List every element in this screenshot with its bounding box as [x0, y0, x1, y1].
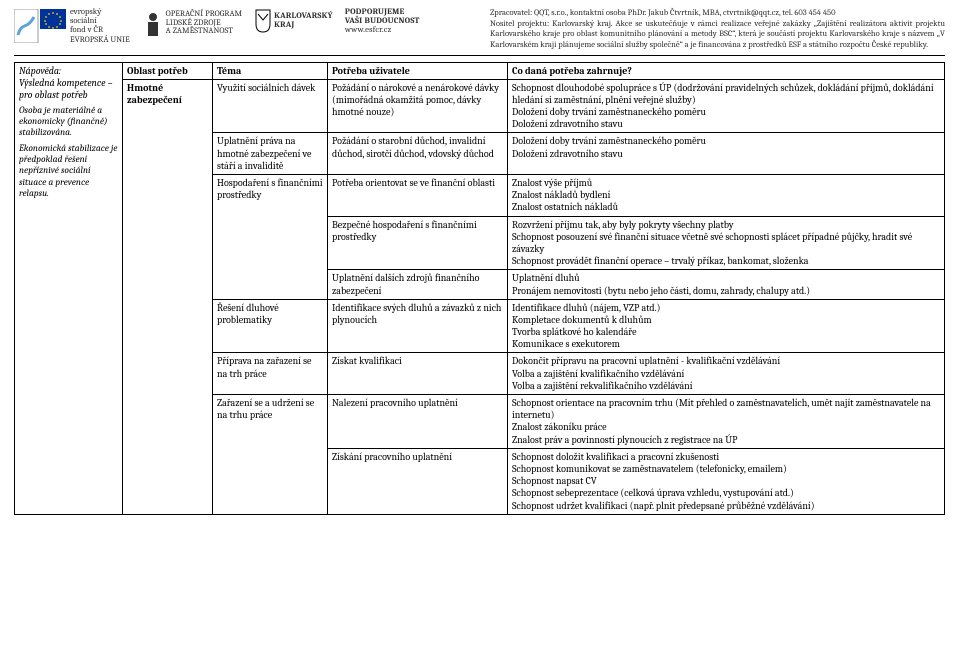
op-lzz-icon	[142, 8, 164, 38]
cell-tema: Využití sociálních dávek	[213, 79, 328, 133]
table-row: Hospodaření s finančními prostředkyPotře…	[123, 175, 945, 217]
cell-potreba: Získat kvalifikaci	[328, 353, 508, 395]
help-title-1: Nápověda:	[19, 65, 118, 77]
cell-potreba: Nalezení pracovního uplatnění	[328, 395, 508, 449]
table-row: Zařazení se a udržení se na trhu práceNa…	[123, 395, 945, 449]
eu-text: EVROPSKÁ UNIE	[70, 36, 130, 45]
needs-table: Oblast potřeb Téma Potřeba uživatele Co …	[122, 62, 945, 515]
page-header: evropský sociální fond v ČR EVROPSKÁ UNI…	[14, 8, 945, 56]
cell-tema: Řešení dluhové problematiky	[213, 299, 328, 353]
help-para-1: Osoba je materiálně a ekonomicky (finanč…	[19, 105, 118, 139]
esf-eu-flag-icon	[14, 9, 66, 43]
op-lzz-logo: OPERAČNÍ PROGRAM LIDSKÉ ZDROJE A ZAMĚSTN…	[142, 8, 242, 38]
col-oblast: Oblast potřeb	[123, 62, 213, 79]
col-potreba: Potřeba uživatele	[328, 62, 508, 79]
cell-zahrnuje: Dokončit přípravu na pracovní uplatnění …	[508, 353, 945, 395]
cell-potreba: Požádání o nárokové a nenárokové dávky (…	[328, 79, 508, 133]
cell-tema: Příprava na zařazení se na trh práce	[213, 353, 328, 395]
col-tema: Téma	[213, 62, 328, 79]
cell-zahrnuje: Schopnost doložit kvalifikaci a pracovní…	[508, 448, 945, 514]
cell-potreba: Bezpečné hospodaření s finančními prostř…	[328, 216, 508, 270]
sup-text-3: www.esfcr.cz	[345, 26, 420, 35]
cell-potreba: Identifikace svých dluhů a závazků z nic…	[328, 299, 508, 353]
help-sidebar: Nápověda: Výsledná kompetence – pro obla…	[14, 62, 122, 515]
table-header-row: Oblast potřeb Téma Potřeba uživatele Co …	[123, 62, 945, 79]
cell-tema: Hospodaření s finančními prostředky	[213, 175, 328, 300]
col-zahr: Co daná potřeba zahrnuje?	[508, 62, 945, 79]
support-logo: PODPORUJEME VAŠI BUDOUCNOST www.esfcr.cz	[345, 8, 420, 35]
cell-zahrnuje: Schopnost orientace na pracovním trhu (M…	[508, 395, 945, 449]
kk-text-2: KRAJ	[274, 21, 333, 30]
cell-zahrnuje: Schopnost dlouhodobé spolupráce s ÚP (do…	[508, 79, 945, 133]
esf-eu-logo: evropský sociální fond v ČR EVROPSKÁ UNI…	[14, 8, 130, 45]
cell-potreba: Získání pracovního uplatnění	[328, 448, 508, 514]
cell-zahrnuje: Znalost výše příjmů Znalost nákladů bydl…	[508, 175, 945, 217]
cell-zahrnuje: Identifikace dluhů (nájem, VZP atd.) Kom…	[508, 299, 945, 353]
kk-logo: KARLOVARSKÝ KRAJ	[254, 8, 333, 34]
table-row: Uplatnění práva na hmotné zabezpečení ve…	[123, 133, 945, 175]
header-line-1: Zpracovatel: QQT, s.r.o., kontaktní osob…	[490, 8, 945, 19]
header-meta-text: Zpracovatel: QQT, s.r.o., kontaktní osob…	[490, 8, 945, 51]
table-row: Hmotné zabezpečeníVyužití sociálních dáv…	[123, 79, 945, 133]
cell-tema: Zařazení se a udržení se na trhu práce	[213, 395, 328, 515]
cell-tema: Uplatnění práva na hmotné zabezpečení ve…	[213, 133, 328, 175]
table-row: Řešení dluhové problematikyIdentifikace …	[123, 299, 945, 353]
cell-zahrnuje: Doložení doby trvání zaměstnaneckého pom…	[508, 133, 945, 175]
cell-zahrnuje: Uplatnění dluhů Pronájem nemovitosti (by…	[508, 270, 945, 299]
cell-potreba: Uplatnění dalších zdrojů finančního zabe…	[328, 270, 508, 299]
cell-zahrnuje: Rozvržení příjmu tak, aby byly pokryty v…	[508, 216, 945, 270]
esf-text-3: fond v ČR	[70, 26, 130, 35]
op-text-3: A ZAMĚSTNANOST	[166, 27, 242, 36]
table-row: Příprava na zařazení se na trh práceZísk…	[123, 353, 945, 395]
cell-potreba: Potřeba orientovat se ve finanční oblast…	[328, 175, 508, 217]
header-line-2: Nositel projektu: Karlovarský kraj. Akce…	[490, 19, 945, 51]
kk-crest-icon	[254, 8, 272, 34]
help-title-2: Výsledná kompetence – pro oblast potřeb	[19, 77, 118, 101]
cell-oblast: Hmotné zabezpečení	[123, 79, 213, 514]
help-para-2: Ekonomická stabilizace je předpoklad řeš…	[19, 143, 118, 200]
cell-potreba: Požádání o starobní důchod, invalidní dů…	[328, 133, 508, 175]
